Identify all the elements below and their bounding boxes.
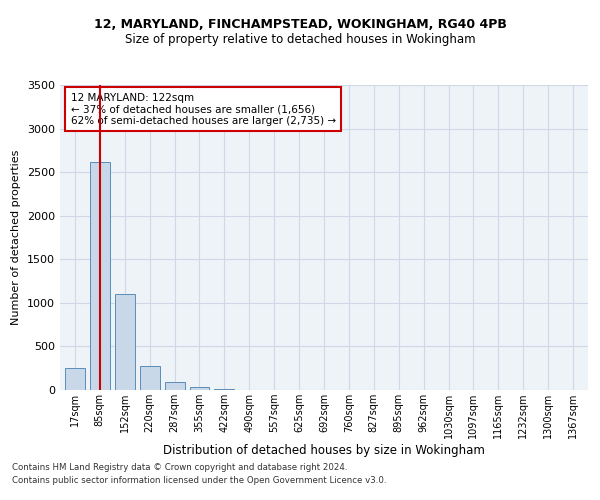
Bar xyxy=(164,382,185,390)
Text: Contains HM Land Registry data © Crown copyright and database right 2024.: Contains HM Land Registry data © Crown c… xyxy=(12,464,347,472)
Bar xyxy=(115,294,135,390)
X-axis label: Distribution of detached houses by size in Wokingham: Distribution of detached houses by size … xyxy=(163,444,485,457)
Text: Size of property relative to detached houses in Wokingham: Size of property relative to detached ho… xyxy=(125,32,475,46)
Bar xyxy=(90,162,110,390)
Bar xyxy=(190,386,209,390)
Y-axis label: Number of detached properties: Number of detached properties xyxy=(11,150,22,325)
Bar xyxy=(214,388,235,390)
Bar xyxy=(140,366,160,390)
Text: 12, MARYLAND, FINCHAMPSTEAD, WOKINGHAM, RG40 4PB: 12, MARYLAND, FINCHAMPSTEAD, WOKINGHAM, … xyxy=(94,18,506,30)
Bar xyxy=(65,368,85,390)
Text: 12 MARYLAND: 122sqm
← 37% of detached houses are smaller (1,656)
62% of semi-det: 12 MARYLAND: 122sqm ← 37% of detached ho… xyxy=(71,92,335,126)
Text: Contains public sector information licensed under the Open Government Licence v3: Contains public sector information licen… xyxy=(12,476,386,485)
